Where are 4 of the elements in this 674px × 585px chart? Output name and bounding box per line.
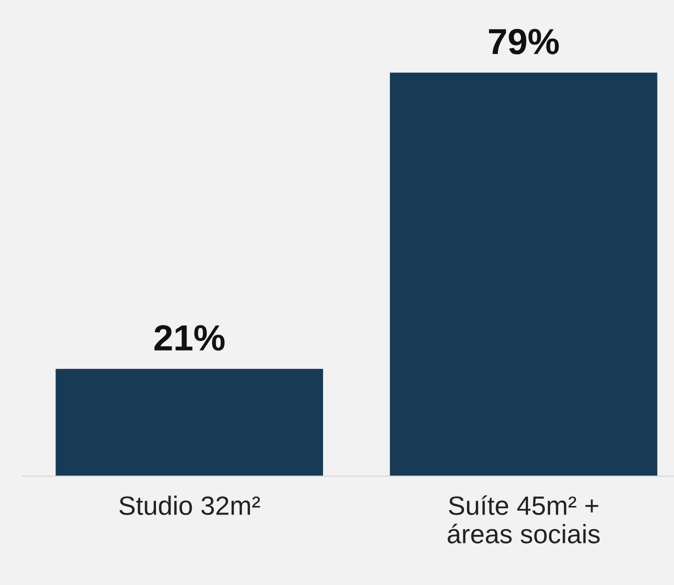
x-tick-label: Suíte 45m² + áreas sociais — [448, 495, 600, 544]
data-label: 79% — [489, 28, 559, 54]
x-tick-label: Studio 32m² — [119, 496, 260, 516]
data-label: 21% — [154, 325, 225, 351]
